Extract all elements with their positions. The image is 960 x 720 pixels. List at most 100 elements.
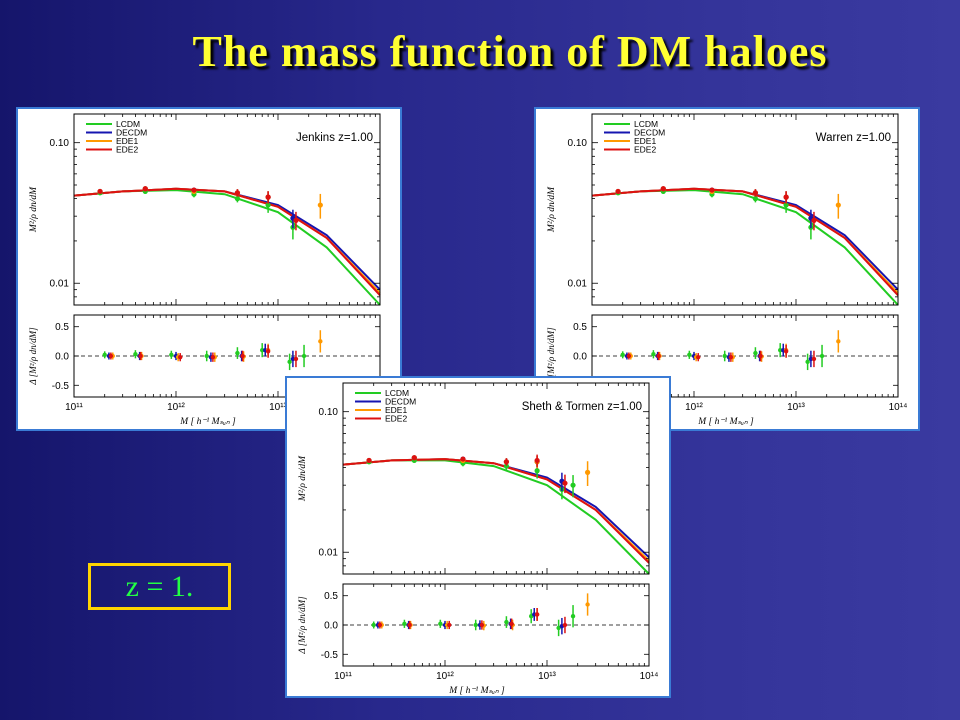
data-point-lcdm [234,196,241,202]
residual-point-ede2 [509,621,514,627]
data-point-ede2 [503,459,510,465]
legend-label-ede1: EDE1 [634,136,656,146]
series-line-decdm [591,187,899,291]
x-tick-label: 10¹³ [538,671,556,682]
residual-point-ede2 [811,356,817,362]
data-point-ede2 [191,187,197,193]
residual-point-lcdm [402,621,407,627]
legend-label-ede2: EDE2 [385,414,407,424]
data-point-ede1 [835,202,841,208]
residual-point-lcdm [504,619,509,625]
series-line-lcdm [73,189,381,306]
residual-point-ede1 [585,602,590,607]
residual-point-ede2 [210,354,216,360]
x-axis-label: M [ h⁻¹ Mₛᵤₙ ] [179,417,236,427]
data-point-ede2 [366,457,372,464]
legend-label-lcdm: LCDM [634,119,658,129]
data-point-lcdm [503,463,510,469]
x-tick-label: 10¹⁴ [640,671,659,682]
slide-title: The mass function of DM haloes [192,27,828,76]
data-point-lcdm [534,468,540,474]
residual-point-ede2 [656,353,661,359]
redshift-label: z = 1. [88,563,231,610]
data-point-ede2 [411,455,417,461]
data-point-ede2 [234,190,241,196]
residual-point-ede2 [138,353,143,359]
residual-point-ede2 [562,622,568,628]
legend-label-ede1: EDE1 [385,405,407,415]
data-point-ede2 [811,217,817,223]
data-point-ede2 [97,188,103,195]
legend-label-ede2: EDE2 [634,145,656,155]
residual-point-lcdm [753,350,758,356]
y-tick-label: 0.5 [55,322,69,333]
series-line-ede1 [591,187,899,294]
y-tick-label: 0.10 [319,407,339,418]
chart-title: Jenkins z=1.00 [296,132,373,144]
residual-point-ede2 [696,354,701,360]
legend-label-lcdm: LCDM [385,388,409,398]
legend-label-decdm: DECDM [385,397,416,407]
residual-point-lcdm [687,352,692,358]
top-panel-frame [591,113,899,306]
residual-point-ede2 [178,354,183,360]
y-tick-label: -0.5 [321,650,339,661]
series-line-ede2 [73,187,381,296]
y-axis-label-bottom: Δ [M²/ρ dn/dM] [546,327,556,386]
legend-label-ede1: EDE1 [116,136,138,146]
data-point-ede2 [293,217,299,223]
legend-label-decdm: DECDM [116,128,147,138]
chart-title: Warren z=1.00 [816,132,891,144]
residual-point-lcdm [133,352,138,357]
y-tick-label: 0.5 [324,591,338,602]
top-panel-frame [73,113,381,306]
residual-point-lcdm [722,353,727,359]
data-point-ede2 [660,186,666,192]
y-tick-label: 0.0 [55,352,69,363]
residual-point-ede2 [479,622,485,628]
x-tick-label: 10¹³ [269,402,287,413]
series-line-decdm [73,187,381,291]
residual-point-lcdm [805,359,810,365]
residual-point-lcdm [570,614,576,619]
residual-point-lcdm [371,622,376,628]
y-axis-label-top: M²/ρ dn/dM [547,186,557,233]
series-line-decdm [342,458,650,559]
data-point-ede2 [709,187,715,193]
y-axis-label-bottom: Δ [M²/ρ dn/dM] [297,596,307,655]
residual-point-decdm [808,356,814,362]
residual-point-ede2 [783,349,789,354]
residual-point-lcdm [819,353,825,359]
x-tick-label: 10¹³ [787,402,805,413]
residual-point-ede2 [728,354,734,360]
data-point-ede2 [460,456,466,462]
x-tick-label: 10¹² [167,402,185,413]
chart-title: Sheth & Tormen z=1.00 [522,401,642,413]
residual-point-lcdm [204,353,209,359]
residual-point-lcdm [235,350,240,356]
series-line-ede2 [342,458,650,564]
residual-point-decdm [290,356,296,362]
residual-point-lcdm [260,347,265,353]
x-tick-label: 10¹² [436,671,454,682]
residual-point-lcdm [438,621,443,627]
residual-point-lcdm [169,352,174,358]
residual-point-ede1 [318,339,323,344]
residual-point-ede2 [377,622,383,628]
y-tick-label: 0.10 [568,138,588,149]
residual-point-lcdm [301,353,307,359]
y-axis-label-top: M²/ρ dn/dM [298,455,308,502]
residual-point-lcdm [102,352,107,358]
x-tick-label: 10¹¹ [334,671,352,682]
y-axis-label-bottom: Δ [M²/ρ dn/dM] [28,327,38,386]
x-axis-label: M [ h⁻¹ Mₛᵤₙ ] [697,417,754,427]
chart-panel-sheth-tormen: 10¹¹ 10¹² 10¹³ 10¹⁴ 0.10 0.01 0.5 0.0 -0.5 M [ h⁻… [285,376,671,698]
y-tick-label: 0.0 [324,621,338,632]
data-point-ede2 [783,194,789,200]
y-axis-label-top: M²/ρ dn/dM [29,186,39,233]
